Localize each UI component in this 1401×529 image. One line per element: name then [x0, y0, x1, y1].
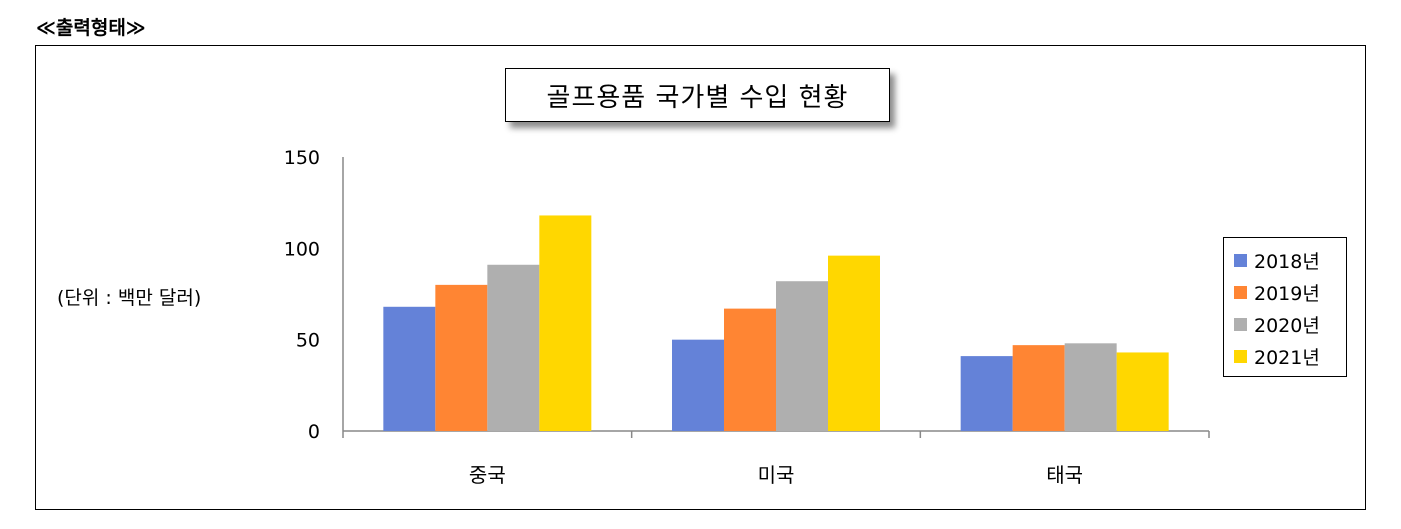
- chart-legend: 2018년 2019년 2020년 2021년: [1223, 237, 1347, 377]
- chart-title: 골프용품 국가별 수입 현황: [505, 68, 890, 122]
- legend-swatch: [1234, 253, 1247, 267]
- bar-2019년-중국: [435, 284, 488, 431]
- bar-2019년-태국: [1012, 345, 1065, 431]
- legend-label: 2018년: [1254, 250, 1320, 273]
- bar-2020년-중국: [487, 264, 540, 431]
- bar-2020년-태국: [1064, 343, 1117, 431]
- bar-2021년-미국: [828, 255, 880, 431]
- unit-label: (단위 : 백만 달러): [57, 287, 202, 309]
- y-tick-label: 150: [284, 147, 320, 169]
- legend-swatch: [1234, 317, 1247, 331]
- y-tick-label: 0: [308, 421, 320, 443]
- bar-2021년-중국: [539, 215, 592, 431]
- bar-2019년-미국: [724, 308, 776, 431]
- legend-item: 2020년: [1234, 308, 1346, 340]
- y-tick-label: 100: [284, 238, 320, 260]
- legend-label: 2020년: [1254, 314, 1320, 337]
- bar-2018년-중국: [383, 306, 436, 431]
- legend-item: 2018년: [1234, 244, 1346, 276]
- x-tick-label: 태국: [1046, 463, 1083, 487]
- y-tick-label: 50: [296, 330, 320, 352]
- bar-2018년-미국: [672, 339, 724, 431]
- legend-item: 2021년: [1234, 340, 1346, 372]
- legend-item: 2019년: [1234, 276, 1346, 308]
- bar-2021년-태국: [1116, 352, 1169, 431]
- legend-swatch: [1234, 349, 1247, 363]
- bar-2018년-태국: [960, 356, 1013, 431]
- chart-frame: [35, 45, 1366, 510]
- page-heading: ≪출력형태≫: [36, 17, 146, 39]
- x-tick-label: 중국: [469, 463, 506, 487]
- x-tick-label: 미국: [758, 463, 795, 487]
- legend-label: 2019년: [1254, 282, 1320, 305]
- bar-2020년-미국: [776, 281, 828, 431]
- legend-label: 2021년: [1254, 346, 1320, 369]
- legend-swatch: [1234, 285, 1247, 299]
